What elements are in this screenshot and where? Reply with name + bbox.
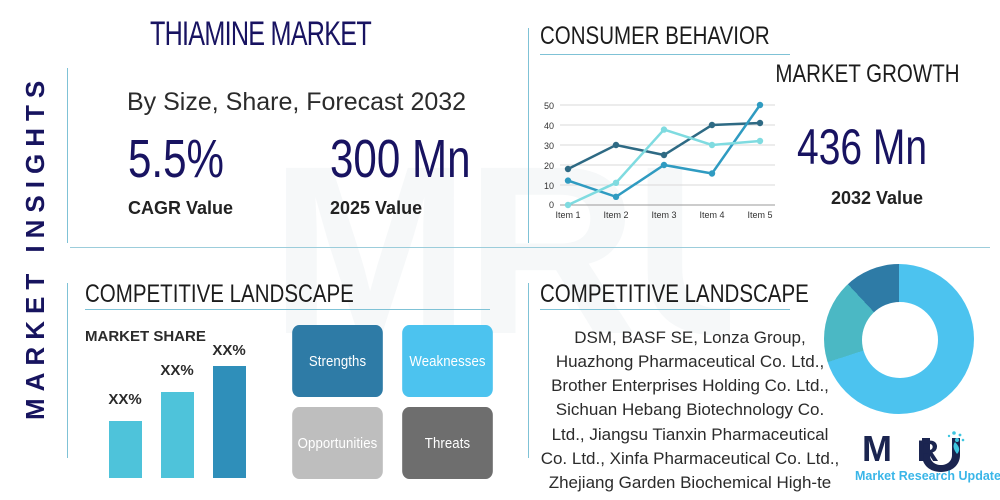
svg-text:10: 10 [544,181,554,191]
svg-text:Item 1: Item 1 [555,210,580,220]
svg-text:R: R [917,435,939,468]
svg-text:Item 2: Item 2 [603,210,628,220]
svg-text:Item 3: Item 3 [651,210,676,220]
svg-text:20: 20 [544,161,554,171]
svg-text:M: M [862,428,892,469]
svg-text:50: 50 [544,101,554,111]
svg-text:40: 40 [544,121,554,131]
svg-text:Item 4: Item 4 [699,210,724,220]
svg-text:30: 30 [544,141,554,151]
svg-text:0: 0 [549,200,554,210]
svg-text:Item 5: Item 5 [747,210,772,220]
